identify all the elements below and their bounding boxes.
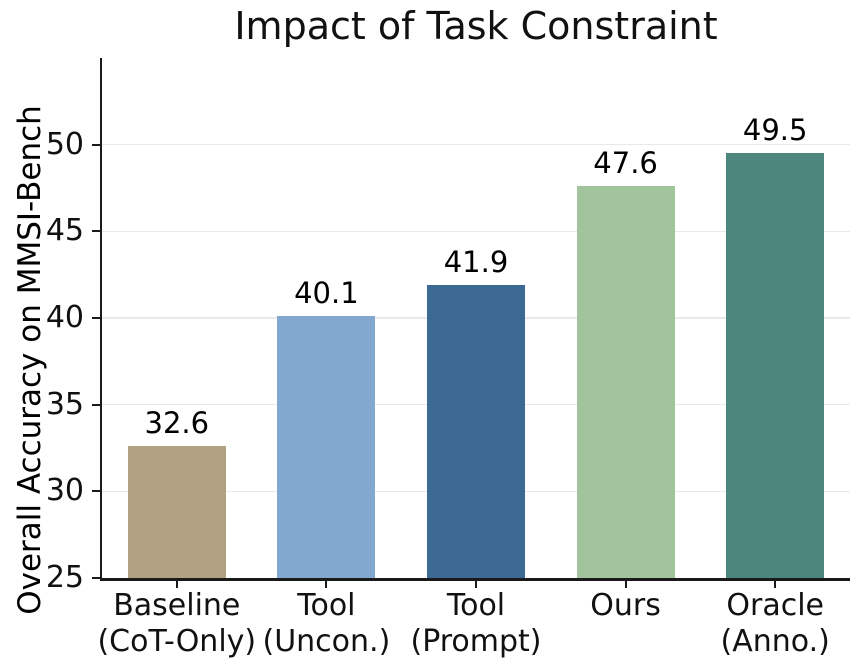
- y-tick-mark-35: [92, 403, 100, 406]
- bar-value-label-ours: 47.6: [593, 146, 658, 181]
- gridline-y-50: [102, 143, 850, 146]
- bar-value-label-oracle-anno: 49.5: [742, 113, 808, 148]
- x-category-label-tool-uncon: Tool (Uncon.): [262, 588, 391, 659]
- x-tick-mark-oracle-anno: [774, 580, 777, 588]
- bar-value-label-baseline-cot-only: 32.6: [144, 406, 210, 441]
- x-tick-mark-tool-prompt: [475, 580, 477, 588]
- x-tick-mark-ours: [624, 580, 627, 588]
- plot-area: 32.6 40.1 41.9 47.6 49.5: [102, 58, 850, 578]
- y-axis-spine: [100, 58, 102, 580]
- y-tick-mark-45: [92, 230, 100, 233]
- bar-baseline-cot-only: [127, 446, 226, 578]
- bar-tool-uncon: [277, 316, 376, 578]
- bar-oracle-anno: [726, 153, 825, 578]
- x-category-label-baseline-cot-only: Baseline (CoT-Only): [97, 588, 257, 659]
- bar-value-label-tool-prompt: 41.9: [443, 245, 509, 280]
- x-tick-mark-baseline-cot-only: [175, 580, 178, 588]
- bar-value-label-tool-uncon: 40.1: [294, 276, 359, 311]
- y-tick-mark-30: [92, 490, 100, 493]
- gridline-y-45: [102, 230, 850, 233]
- y-tick-label-30: 30: [45, 473, 84, 509]
- y-axis-label: Overall Accuracy on MMSI-Bench: [12, 105, 48, 615]
- y-tick-label-40: 40: [45, 300, 84, 335]
- bar-ours: [576, 186, 675, 578]
- chart-title: Impact of Task Constraint: [234, 4, 718, 48]
- y-tick-label-25: 25: [45, 560, 84, 595]
- x-category-label-oracle-anno: Oracle (Anno.): [720, 588, 830, 659]
- y-tick-label-35: 35: [45, 386, 84, 422]
- y-tick-mark-50: [92, 143, 100, 146]
- bar-tool-prompt: [427, 285, 525, 578]
- y-tick-label-45: 45: [45, 213, 84, 249]
- x-tick-mark-tool-uncon: [325, 580, 328, 588]
- y-tick-mark-25: [92, 577, 100, 579]
- y-tick-label-50: 50: [45, 126, 84, 162]
- x-axis-spine: [100, 578, 850, 581]
- x-category-label-ours: Ours: [590, 588, 661, 623]
- x-category-label-tool-prompt: Tool (Prompt): [410, 588, 542, 659]
- y-tick-mark-40: [92, 317, 100, 319]
